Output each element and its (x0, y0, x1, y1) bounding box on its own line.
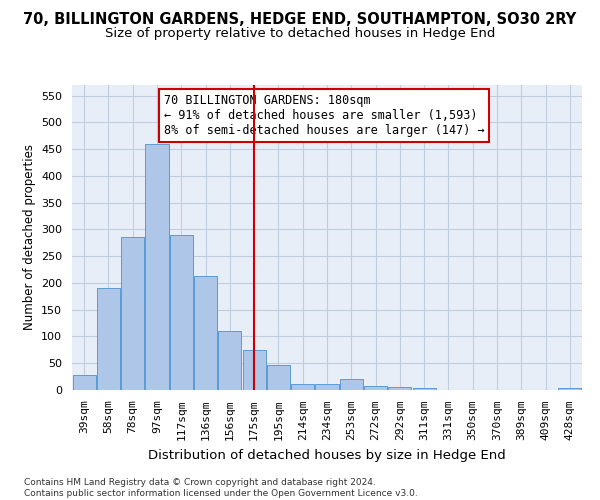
Text: 70 BILLINGTON GARDENS: 180sqm
← 91% of detached houses are smaller (1,593)
8% of: 70 BILLINGTON GARDENS: 180sqm ← 91% of d… (164, 94, 484, 137)
Bar (364, 386, 387, 390)
Bar (291, 384, 314, 390)
Bar (194, 276, 217, 390)
Bar (97, 288, 120, 390)
X-axis label: Distribution of detached houses by size in Hedge End: Distribution of detached houses by size … (148, 448, 506, 462)
Bar (121, 237, 144, 390)
Bar (267, 366, 290, 390)
Bar (218, 331, 241, 390)
Bar (145, 144, 169, 390)
Bar (242, 350, 266, 390)
Bar (170, 235, 193, 390)
Text: Contains HM Land Registry data © Crown copyright and database right 2024.
Contai: Contains HM Land Registry data © Crown c… (24, 478, 418, 498)
Bar (413, 388, 436, 390)
Bar (316, 384, 338, 390)
Bar (559, 388, 581, 390)
Bar (388, 387, 412, 390)
Y-axis label: Number of detached properties: Number of detached properties (23, 144, 35, 330)
Text: 70, BILLINGTON GARDENS, HEDGE END, SOUTHAMPTON, SO30 2RY: 70, BILLINGTON GARDENS, HEDGE END, SOUTH… (23, 12, 577, 28)
Bar (340, 380, 363, 390)
Text: Size of property relative to detached houses in Hedge End: Size of property relative to detached ho… (105, 28, 495, 40)
Bar (73, 375, 95, 390)
